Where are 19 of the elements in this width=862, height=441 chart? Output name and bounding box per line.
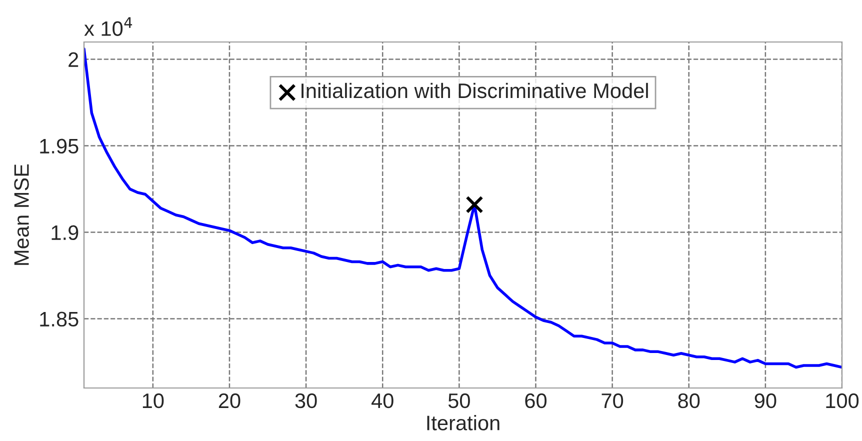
x-tick-label: 20 [218,393,240,408]
x-tick-label: 70 [602,393,624,408]
x-tick-label: 100 [826,393,859,408]
text: x 10$^{4}$ [84,17,132,36]
y-tick-label: 1.85 [40,312,78,327]
x-tick-label: 30 [295,393,317,408]
x-tick-label: 10 [142,393,164,408]
y-tick-label: 1.95 [40,138,78,154]
y-axis-title: Mean MSE [14,164,29,265]
x-tick-label: 90 [754,393,776,408]
x-tick-label: 40 [372,393,394,408]
x-tick-label: 80 [678,393,700,408]
line-series [84,48,842,369]
y-tick-label: 1.9 [52,225,78,240]
legend-label: Initialization with Discriminative Model [302,82,648,98]
x-tick-label: 50 [448,393,470,408]
y-tick-label: 2 [68,52,78,67]
x-axis-title: Iteration [427,415,500,430]
x-tick-label: 60 [525,393,547,408]
